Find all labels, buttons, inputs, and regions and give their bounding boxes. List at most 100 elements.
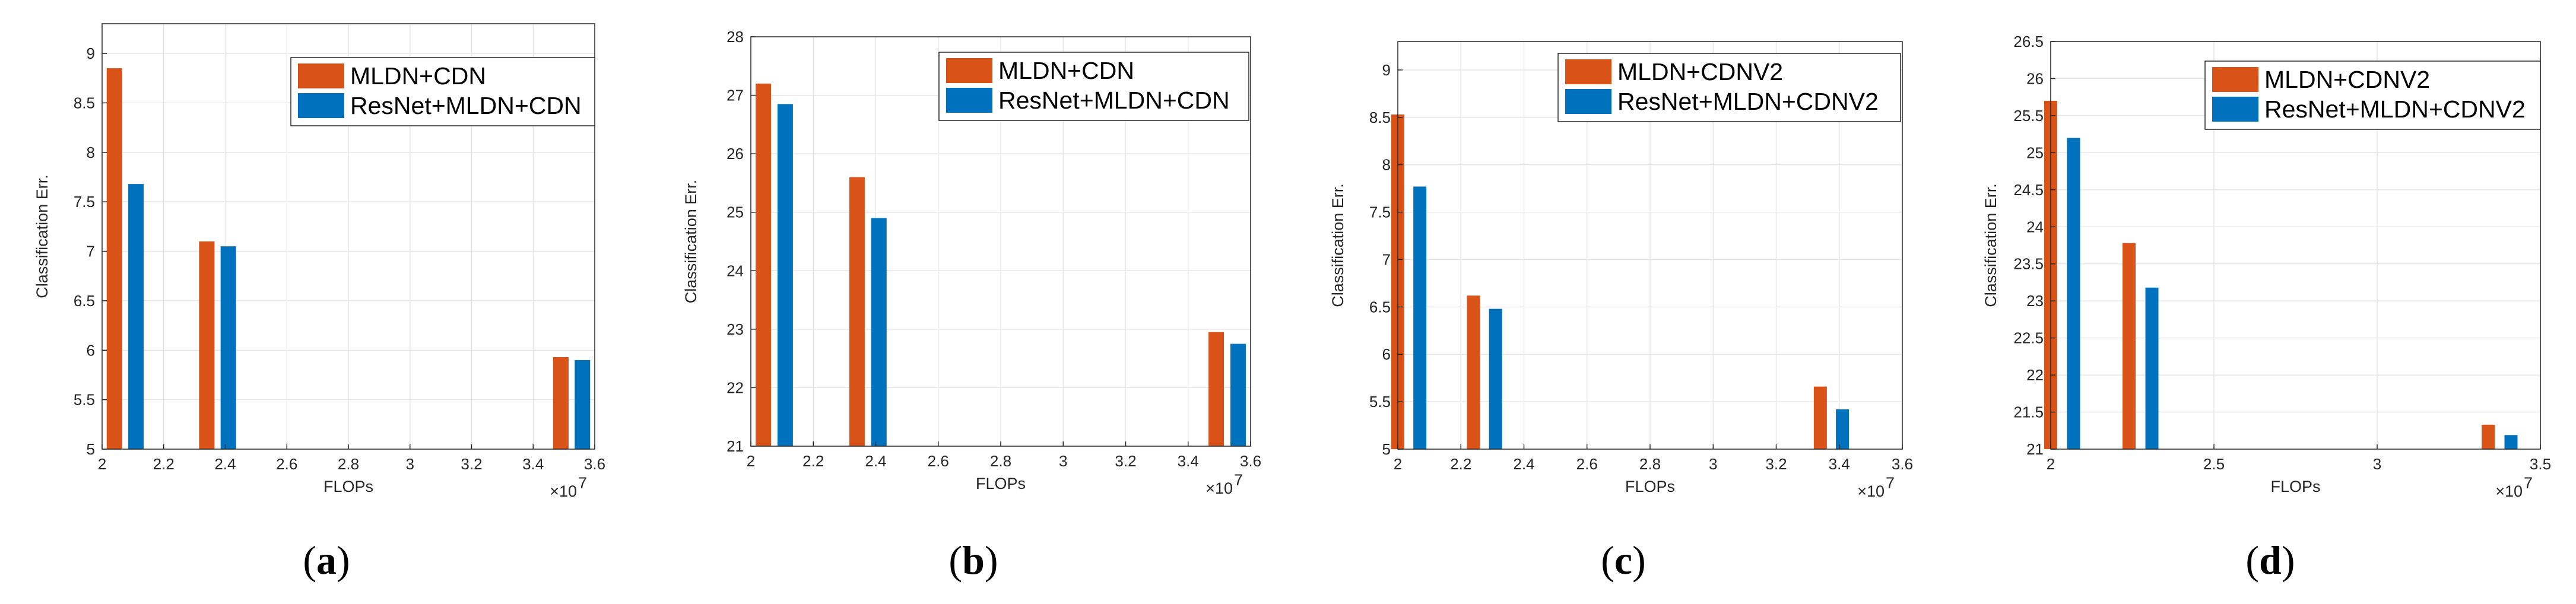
chart-a-x-tick-label: 3.2: [461, 455, 482, 473]
chart-b-legend-swatch-1: [946, 58, 992, 83]
chart-d-x-tick-label: 2: [2047, 455, 2055, 473]
chart-b-bar-series1-2: [849, 177, 865, 446]
chart-d-axes-box: [2050, 41, 2541, 450]
chart-c-bar-series1-3: [1813, 386, 1827, 449]
chart-c-y-tick-label: 8.5: [1369, 109, 1391, 126]
chart-d-y-tick-label: 24: [2026, 218, 2044, 236]
chart-d-y-tick-label: 22: [2026, 366, 2044, 384]
chart-b-x-tick-label: 3.4: [1178, 452, 1199, 470]
chart-c-y-axis-label: Classification Err.: [1329, 183, 1347, 307]
chart-d-legend-swatch-1: [2212, 67, 2258, 92]
chart-d-y-tick-label: 25: [2026, 144, 2044, 161]
chart-b-legend: MLDN+CDN ResNet+MLDN+CDN: [938, 52, 1249, 121]
chart-a-y-tick-label: 8: [87, 144, 95, 161]
chart-b-x-exponent: ×10: [1205, 479, 1233, 497]
chart-a-x-axis-label: FLOPs: [323, 478, 373, 495]
chart-b-x-axis-label: FLOPs: [976, 475, 1026, 492]
chart-d-legend-box: [2204, 61, 2541, 130]
chart-d-y-axis-label: Classification Err.: [1982, 183, 2000, 307]
chart-b: 2 2.2 2.4 2.6 2.8 3 3.2 3.4 3.6 21 22 23 24 25 26 27 28 F…: [682, 28, 1261, 497]
chart-c-legend: MLDN+CDNV2 ResNet+MLDN+CDNV2: [1557, 53, 1901, 122]
chart-d: 2 2.5 3 3.52121.52222.52323.52424.52525.526…: [1982, 33, 2551, 500]
chart-c-x-tick-label: 2.6: [1576, 455, 1598, 473]
chart-d-y-tick-label: 21.5: [2013, 403, 2044, 421]
chart-c-x-tick-label: 2.2: [1450, 455, 1471, 473]
chart-a-y-tick-label: 7.5: [74, 193, 95, 211]
chart-d-y-tick-label: 26.5: [2013, 33, 2044, 50]
chart-d-x-exponent-power: 7: [2524, 474, 2533, 492]
chart-b-y-tick-label: 27: [727, 87, 744, 104]
chart-c-x-exponent-power: 7: [1886, 474, 1895, 492]
chart-b-y-tick-label: 26: [727, 145, 744, 163]
chart-b-x-tick-label: 2: [747, 452, 755, 470]
chart-b-y-tick-label: 25: [727, 204, 744, 221]
caption-b-letter: b: [962, 538, 985, 583]
chart-a-bar-series1-1: [106, 68, 122, 449]
chart-a-x-tick-label: 2.2: [153, 455, 175, 473]
chart-d-bar-series1-3: [2482, 424, 2495, 449]
chart-b-y-tick-label: 23: [727, 320, 744, 338]
chart-d-legend: MLDN+CDNV2 ResNet+MLDN+CDNV2: [2204, 61, 2541, 130]
chart-b-bar-series1-3: [1208, 332, 1224, 446]
chart-c-x-axis-label: FLOPs: [1625, 478, 1675, 495]
chart-d-y-tick-label: 21: [2026, 440, 2044, 458]
chart-c-x-tick-label: 3.2: [1765, 455, 1787, 473]
chart-b-x-exponent-power: 7: [1234, 471, 1243, 489]
chart-a-x-exponent-power: 7: [578, 474, 587, 492]
chart-c-legend-swatch-2: [1565, 89, 1611, 114]
chart-b-bar-series2-2: [871, 218, 887, 446]
chart-c-legend-box: [1557, 53, 1901, 122]
chart-b-x-tick-label: 2.4: [865, 452, 886, 470]
chart-c-x-tick-label: 3.6: [1892, 455, 1913, 473]
chart-a-y-tick-label: 8.5: [74, 94, 95, 112]
chart-c-legend-label-1: MLDN+CDNV2: [1617, 58, 1783, 85]
chart-a-x-tick-label: 2.8: [338, 455, 359, 473]
chart-a-y-tick-label: 7: [87, 243, 95, 260]
chart-a-bar-series2-3: [575, 360, 591, 449]
chart-a-bar-series2-1: [128, 184, 144, 449]
chart-c-legend-label-2: ResNet+MLDN+CDNV2: [1617, 88, 1879, 115]
chart-c-y-tick-label: 6.5: [1369, 298, 1391, 316]
chart-d-x-tick-label: 3.5: [2530, 455, 2551, 473]
chart-c-x-tick-label: 2: [1394, 455, 1402, 473]
chart-b-legend-label-2: ResNet+MLDN+CDN: [998, 87, 1230, 114]
chart-d-y-tick-label: 23.5: [2013, 255, 2044, 273]
chart-a-bar-series1-3: [553, 357, 569, 449]
chart-c-y-tick-label: 9: [1382, 61, 1391, 79]
chart-c-y-tick-label: 5: [1382, 440, 1391, 458]
chart-a-legend-label-2: ResNet+MLDN+CDN: [350, 92, 582, 119]
caption-c: (c): [1601, 538, 1646, 583]
chart-a-y-axis-label: Classification Err.: [33, 174, 51, 298]
caption-c-letter: c: [1614, 538, 1633, 583]
chart-c-x-tick-label: 3.4: [1829, 455, 1850, 473]
chart-b-y-tick-label: 28: [727, 28, 744, 46]
chart-b-x-tick-label: 2.2: [802, 452, 824, 470]
chart-d-bar-series2-1: [2067, 138, 2080, 449]
chart-b-x-tick-label: 2.8: [990, 452, 1011, 470]
chart-a-bar-series2-2: [220, 246, 236, 449]
chart-b-y-tick-label: 22: [727, 379, 744, 396]
chart-c-y-tick-label: 8: [1382, 156, 1391, 174]
chart-b-y-tick-label: 24: [727, 262, 744, 279]
chart-a-y-tick-label: 6.5: [74, 292, 95, 310]
chart-c-bar-series2-1: [1413, 186, 1427, 449]
chart-b-legend-swatch-2: [946, 88, 992, 113]
chart-d-legend-label-2: ResNet+MLDN+CDNV2: [2264, 96, 2526, 123]
caption-d: (d): [2245, 538, 2295, 583]
chart-c-bar-series2-2: [1489, 309, 1502, 449]
chart-d-x-axis-label: FLOPs: [2270, 478, 2320, 495]
chart-d-y-tick-label: 22.5: [2013, 329, 2044, 347]
chart-d-y-tick-label: 25.5: [2013, 107, 2044, 125]
chart-a: 2 2.2 2.4 2.6 2.8 3 3.2 3.4 3.6 5 5.5 6 6.5 7 7.5 8 8.5 9…: [33, 23, 605, 500]
chart-a-x-tick-label: 2.4: [214, 455, 236, 473]
chart-c-x-exponent: ×10: [1857, 482, 1885, 500]
chart-b-x-tick-label: 3.6: [1240, 452, 1261, 470]
chart-d-bar-series2-2: [2145, 287, 2159, 449]
chart-a-y-tick-label: 9: [87, 44, 95, 62]
chart-b-bar-series2-3: [1230, 344, 1246, 446]
chart-d-legend-label-1: MLDN+CDNV2: [2264, 66, 2430, 93]
chart-b-x-tick-label: 2.6: [928, 452, 949, 470]
chart-d-x-exponent: ×10: [2495, 482, 2523, 500]
